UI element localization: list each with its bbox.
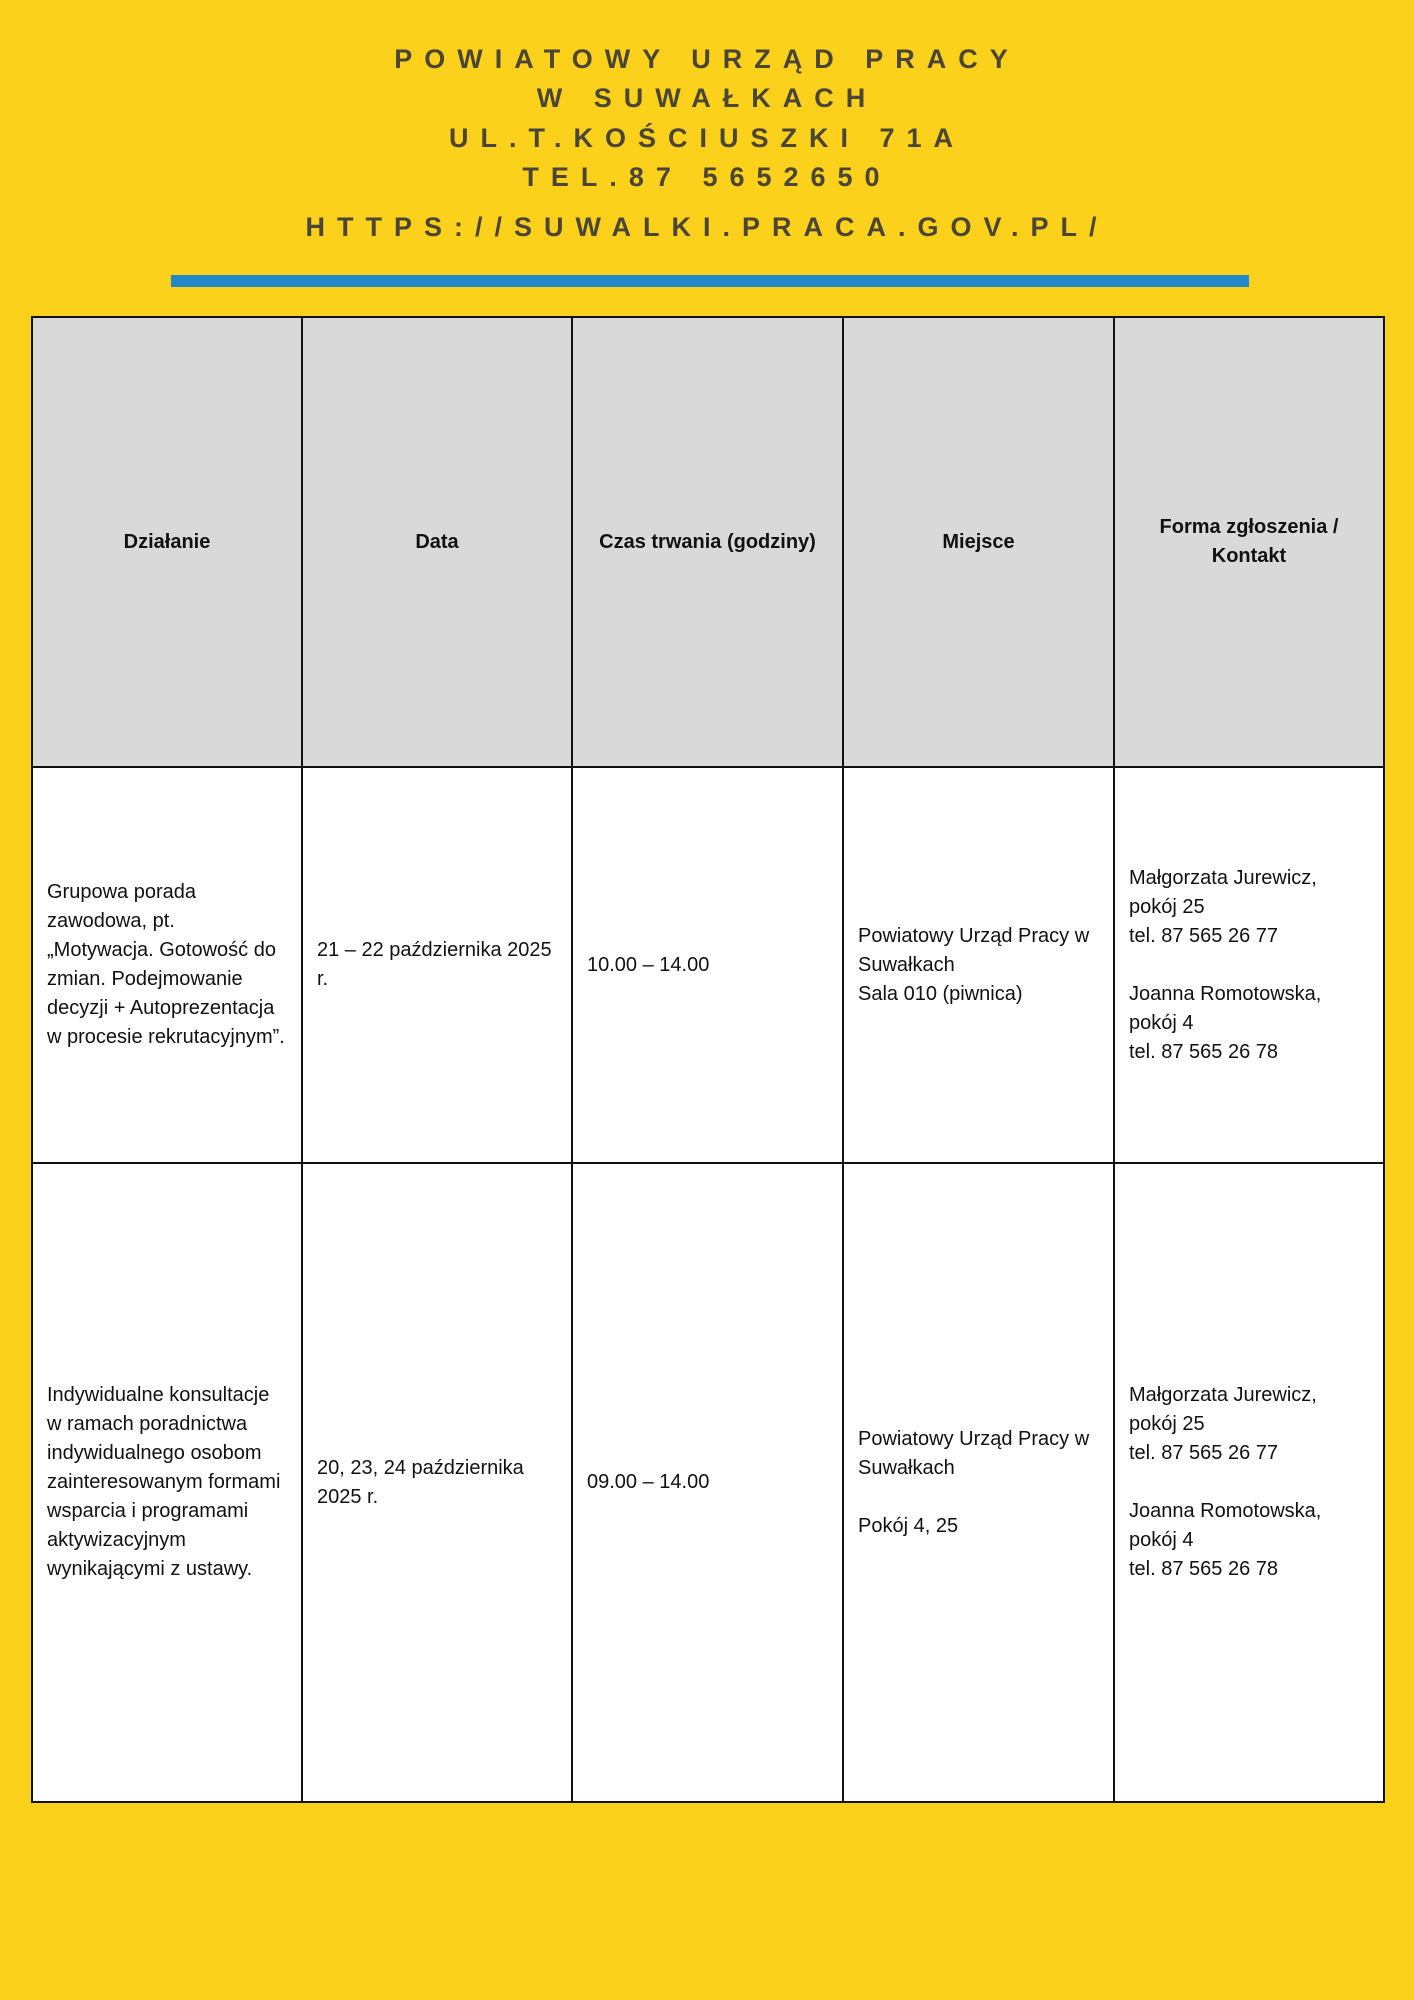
cell-date: 21 – 22 października 2025 r.	[301, 766, 573, 1164]
column-header: Data	[301, 316, 573, 768]
header-address: UL.T.KOŚCIUSZKI 71A	[448, 123, 966, 153]
header-office-name: POWIATOWY URZĄD PRACY	[394, 44, 1020, 74]
table-row: Indywidualne konsultacje w ramach poradn…	[31, 1162, 1385, 1803]
header-city: W SUWAŁKACH	[536, 83, 878, 113]
table-header-row: Działanie Data Czas trwania (godziny) Mi…	[31, 316, 1385, 768]
column-header: Czas trwania (godziny)	[571, 316, 844, 768]
cell-duration: 09.00 – 14.00	[571, 1162, 844, 1803]
cell-contact: Małgorzata Jurewicz, pokój 25 tel. 87 56…	[1113, 766, 1385, 1164]
column-header: Działanie	[31, 316, 303, 768]
table-row: Grupowa porada zawodowa, pt. „Motywacja.…	[31, 766, 1385, 1164]
cell-activity: Grupowa porada zawodowa, pt. „Motywacja.…	[31, 766, 303, 1164]
cell-duration: 10.00 – 14.00	[571, 766, 844, 1164]
cell-date: 20, 23, 24 października 2025 r.	[301, 1162, 573, 1803]
cell-place: Powiatowy Urząd Pracy w Suwałkach Pokój …	[842, 1162, 1115, 1803]
header-divider	[171, 275, 1249, 287]
header-phone: TEL.87 5652650	[522, 162, 892, 192]
schedule-table: Działanie Data Czas trwania (godziny) Mi…	[31, 316, 1385, 1803]
column-header: Miejsce	[842, 316, 1115, 768]
cell-activity: Indywidualne konsultacje w ramach poradn…	[31, 1162, 303, 1803]
column-header: Forma zgłoszenia / Kontakt	[1113, 316, 1385, 768]
header-url: HTTPS://SUWALKI.PRACA.GOV.PL/	[305, 212, 1109, 242]
cell-place: Powiatowy Urząd Pracy w Suwałkach Sala 0…	[842, 766, 1115, 1164]
cell-contact: Małgorzata Jurewicz, pokój 25 tel. 87 56…	[1113, 1162, 1385, 1803]
